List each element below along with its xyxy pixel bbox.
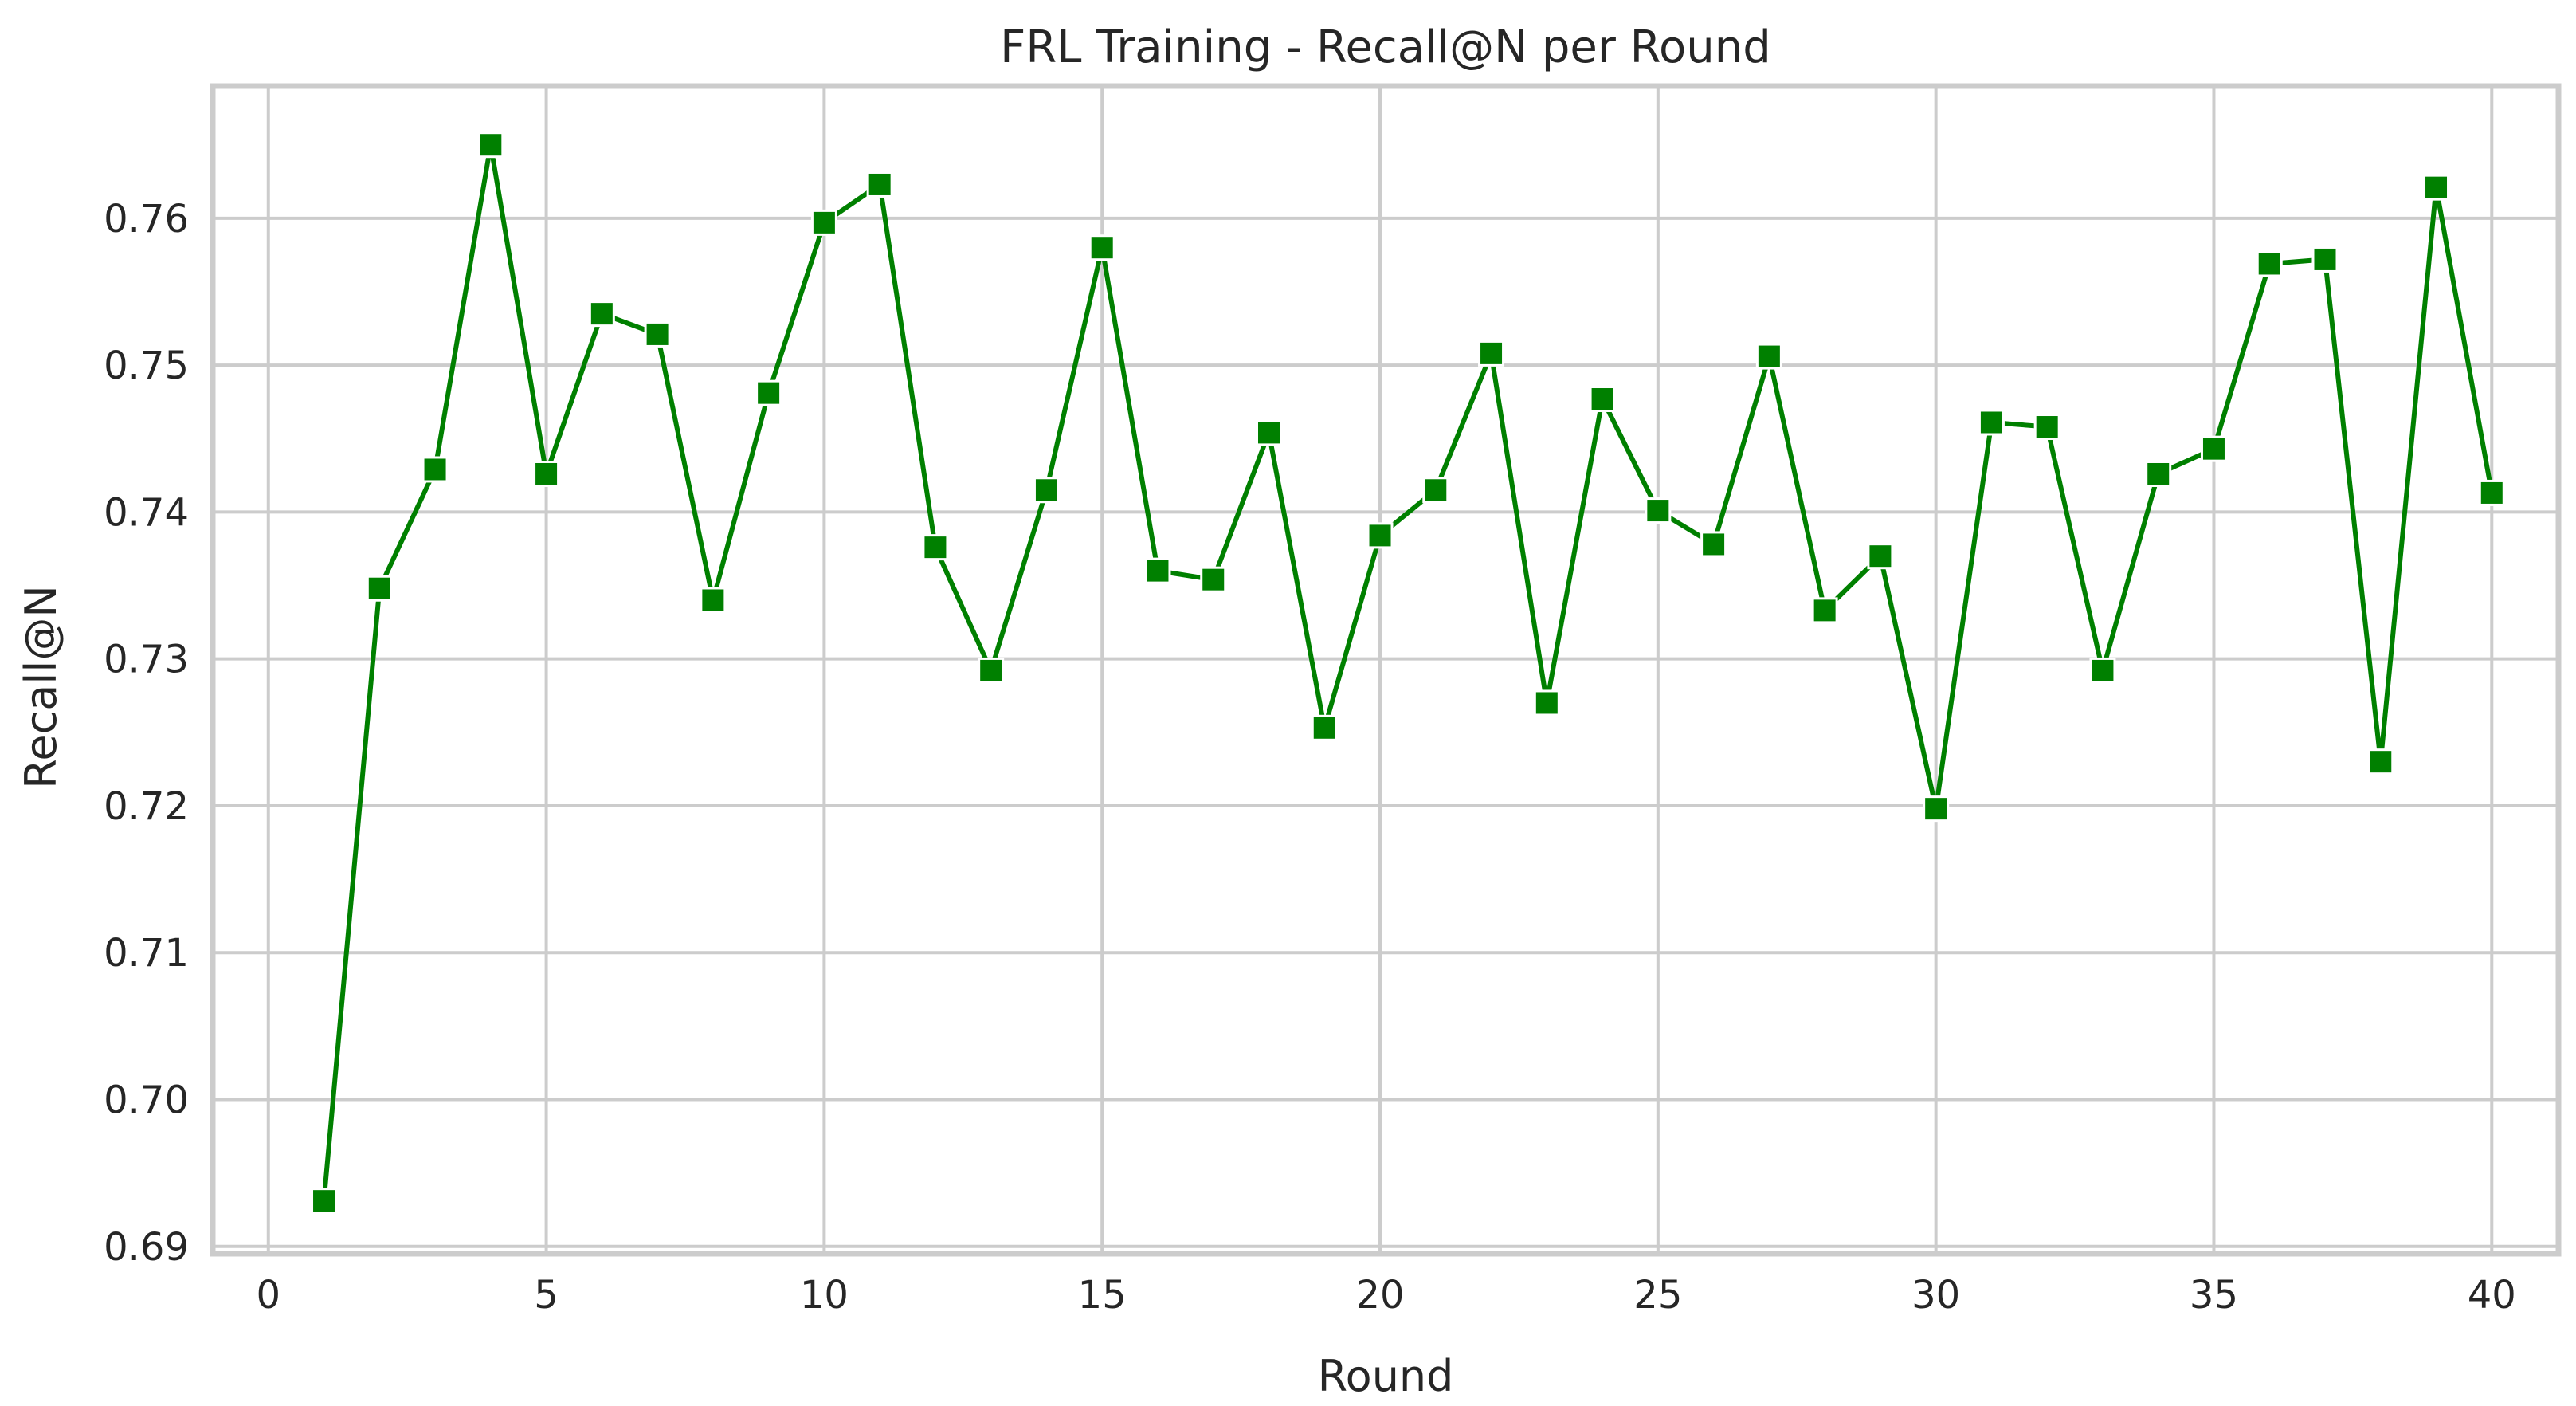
data-point: [1645, 497, 1672, 524]
x-tick-label: 40: [2468, 1273, 2516, 1318]
y-axis-ticks: 0.69 0.70 0.71 0.72 0.73 0.74 0.75 0.76: [104, 197, 189, 1270]
data-point: [1088, 234, 1115, 261]
x-tick-label: 25: [1633, 1273, 1682, 1318]
x-tick-label: 5: [534, 1273, 559, 1318]
data-point: [1255, 419, 1282, 446]
y-tick-label: 0.76: [104, 197, 189, 242]
data-markers: [311, 132, 2505, 1215]
y-tick-label: 0.70: [104, 1078, 189, 1123]
y-axis-label: Recall@N: [16, 585, 66, 789]
series-line: [321, 142, 2495, 1201]
data-point: [1811, 597, 1838, 624]
data-point: [1978, 409, 2005, 436]
data-point: [1589, 386, 1616, 413]
plot-area-frame: [210, 83, 2562, 1257]
data-point: [1867, 543, 1894, 570]
data-point: [1033, 477, 1060, 504]
data-point: [2256, 250, 2283, 277]
x-tick-label: 20: [1355, 1273, 1404, 1318]
y-tick-label: 0.69: [104, 1225, 189, 1270]
data-point: [1923, 795, 1950, 823]
data-point: [1144, 557, 1171, 584]
data-point: [1311, 714, 1338, 741]
data-point: [588, 300, 615, 328]
data-point: [477, 132, 504, 159]
data-point: [533, 460, 560, 487]
y-tick-label: 0.74: [104, 490, 189, 535]
data-point: [1755, 343, 1782, 370]
data-point: [2367, 748, 2394, 776]
data-point: [2478, 479, 2505, 506]
data-point: [755, 379, 782, 406]
y-tick-label: 0.75: [104, 344, 189, 388]
data-point: [2200, 435, 2227, 462]
data-point: [1533, 689, 1560, 717]
data-point: [1478, 340, 1505, 367]
data-point: [2311, 245, 2339, 273]
data-point: [2423, 174, 2450, 201]
data-point: [2089, 657, 2116, 684]
data-point: [978, 657, 1005, 684]
x-axis-label: Round: [1318, 1351, 1454, 1401]
data-point: [421, 456, 449, 483]
y-tick-label: 0.71: [104, 931, 189, 976]
data-point: [2033, 414, 2060, 441]
data-point: [644, 320, 671, 348]
data-point: [311, 1188, 338, 1215]
data-point: [1422, 477, 1449, 504]
x-axis-ticks: 0 5 10 15 20 25 30 35 40: [256, 1273, 2515, 1318]
data-point: [366, 575, 393, 602]
data-point: [1700, 531, 1727, 558]
data-point: [2145, 460, 2172, 487]
data-point: [1200, 566, 1227, 593]
data-point: [700, 587, 727, 614]
y-tick-label: 0.72: [104, 784, 189, 829]
data-point: [810, 209, 837, 236]
x-tick-label: 10: [800, 1273, 849, 1318]
x-tick-label: 30: [1911, 1273, 1960, 1318]
chart-title: FRL Training - Recall@N per Round: [1000, 22, 1771, 73]
x-tick-label: 0: [256, 1273, 280, 1318]
data-point: [922, 534, 949, 561]
x-tick-label: 35: [2190, 1273, 2238, 1318]
grid-lines: [213, 86, 2558, 1254]
x-tick-label: 15: [1078, 1273, 1127, 1318]
data-point: [1366, 522, 1394, 549]
y-tick-label: 0.73: [104, 638, 189, 682]
data-point: [866, 171, 893, 198]
